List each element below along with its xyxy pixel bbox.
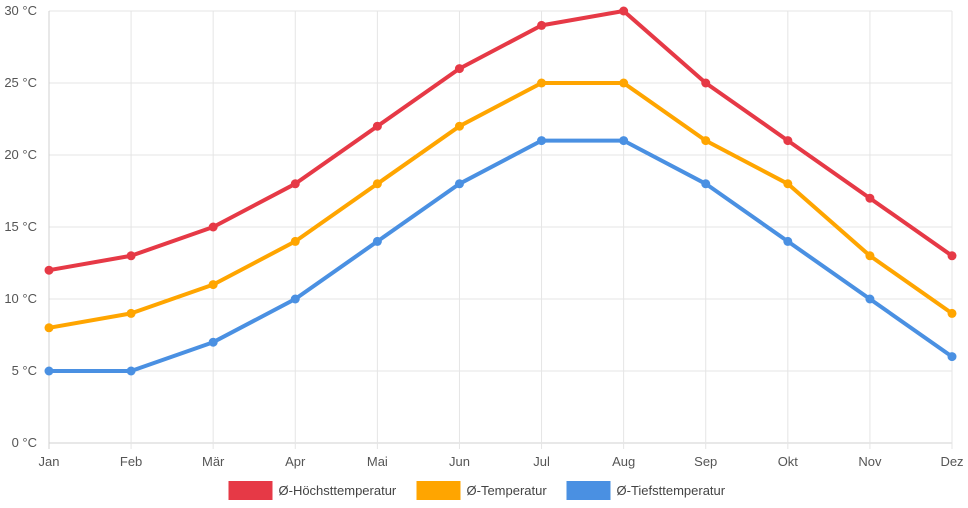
legend-label: Ø-Tiefsttemperatur: [617, 483, 726, 498]
y-tick-label: 25 °C: [4, 75, 37, 90]
y-tick-label: 5 °C: [12, 363, 37, 378]
data-point[interactable]: [126, 366, 136, 376]
legend[interactable]: Ø-Höchsttemperatur Ø-Temperatur Ø-Tiefstte…: [228, 481, 726, 500]
legend-swatch: [566, 481, 611, 500]
data-point[interactable]: [701, 78, 711, 88]
series-group: [44, 78, 957, 333]
data-point[interactable]: [290, 179, 300, 189]
series-layer: [44, 6, 957, 376]
x-tick-label: Mai: [367, 454, 388, 469]
data-point[interactable]: [783, 236, 793, 246]
data-point[interactable]: [372, 236, 382, 246]
data-point[interactable]: [454, 179, 464, 189]
y-tick-label: 30 °C: [4, 3, 37, 18]
data-point[interactable]: [372, 179, 382, 189]
data-point[interactable]: [454, 64, 464, 74]
data-point[interactable]: [537, 20, 547, 30]
legend-label: Ø-Temperatur: [467, 483, 548, 498]
x-tick-label: Jan: [39, 454, 60, 469]
y-tick-label: 15 °C: [4, 219, 37, 234]
legend-item[interactable]: Ø-Temperatur: [416, 481, 548, 500]
y-tick-label: 10 °C: [4, 291, 37, 306]
legend-item[interactable]: Ø-Tiefsttemperatur: [566, 481, 726, 500]
data-point[interactable]: [701, 179, 711, 189]
legend-swatch: [228, 481, 273, 500]
data-point[interactable]: [126, 251, 136, 261]
x-tick-label: Okt: [778, 454, 799, 469]
grid-layer: [48, 10, 953, 449]
data-point[interactable]: [208, 222, 218, 232]
data-point[interactable]: [44, 323, 54, 333]
data-point[interactable]: [865, 193, 875, 203]
data-point[interactable]: [290, 236, 300, 246]
legend-swatch: [416, 481, 461, 500]
legend-label: Ø-Höchsttemperatur: [279, 483, 397, 498]
data-point[interactable]: [619, 136, 629, 146]
data-point[interactable]: [126, 308, 136, 318]
x-tick-label: Nov: [858, 454, 882, 469]
data-point[interactable]: [619, 78, 629, 88]
series-group: [44, 136, 957, 376]
x-tick-label: Mär: [202, 454, 225, 469]
x-tick-label: Dez: [940, 454, 963, 469]
data-point[interactable]: [947, 352, 957, 362]
data-point[interactable]: [537, 78, 547, 88]
series-line: [47, 9, 954, 273]
data-point[interactable]: [44, 366, 54, 376]
y-tick-label: 0 °C: [12, 435, 37, 450]
x-tick-label: Jun: [449, 454, 470, 469]
axis-layer: 0 °C 5 °C 10 °C 15 °C 20 °C 25 °C 30 °C Jan Feb M…: [4, 3, 963, 469]
data-point[interactable]: [372, 121, 382, 131]
data-point[interactable]: [290, 294, 300, 304]
data-point[interactable]: [865, 294, 875, 304]
x-tick-label: Apr: [285, 454, 306, 469]
data-point[interactable]: [865, 251, 875, 261]
data-point[interactable]: [783, 136, 793, 146]
x-tick-label: Aug: [612, 454, 635, 469]
data-point[interactable]: [537, 136, 547, 146]
data-point[interactable]: [454, 121, 464, 131]
data-point[interactable]: [783, 179, 793, 189]
data-point[interactable]: [208, 337, 218, 347]
data-point[interactable]: [208, 280, 218, 290]
y-tick-label: 20 °C: [4, 147, 37, 162]
x-tick-label: Sep: [694, 454, 717, 469]
data-point[interactable]: [44, 265, 54, 275]
data-point[interactable]: [701, 136, 711, 146]
x-tick-label: Feb: [120, 454, 142, 469]
series-line: [47, 138, 954, 373]
data-point[interactable]: [947, 308, 957, 318]
legend-item[interactable]: Ø-Höchsttemperatur: [228, 481, 397, 500]
series-group: [44, 6, 957, 275]
data-point[interactable]: [947, 251, 957, 261]
series-line: [47, 81, 954, 330]
x-tick-label: Jul: [533, 454, 550, 469]
data-point[interactable]: [619, 6, 629, 16]
